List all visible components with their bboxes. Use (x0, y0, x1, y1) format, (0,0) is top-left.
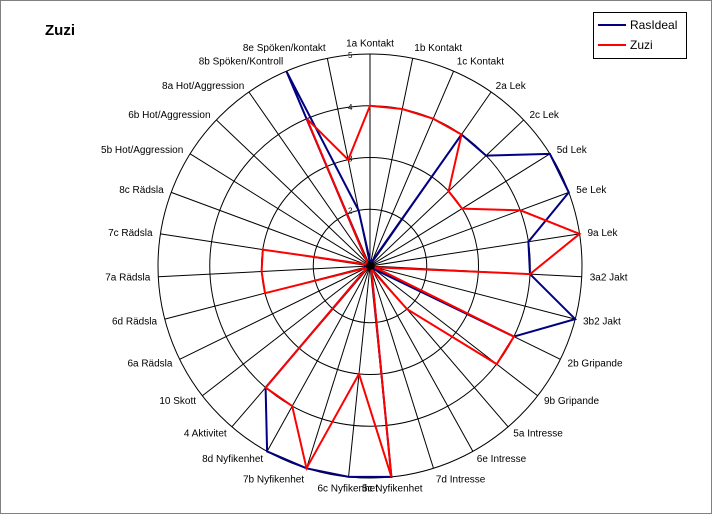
category-label-20: 10 Skott (159, 396, 196, 407)
spoke-26 (189, 153, 371, 267)
spoke-11 (369, 265, 538, 397)
tick-label-5: 5 (348, 51, 353, 60)
spoke-17 (306, 265, 371, 469)
category-label-22: 6d Rädsla (112, 317, 157, 328)
category-label-17: 7b Nyfikenhet (243, 474, 304, 485)
category-label-21: 6a Rädsla (127, 358, 172, 369)
category-label-10: 2b Gripande (568, 358, 623, 369)
category-label-13: 6e Intresse (477, 454, 527, 465)
category-label-11: 9b Gripande (544, 396, 599, 407)
category-label-29: 8b Spöken/Kontroll (199, 56, 284, 67)
category-label-5: 5d Lek (557, 145, 588, 156)
category-label-3: 2a Lek (496, 81, 527, 92)
category-label-14: 7d Intresse (436, 474, 486, 485)
spoke-4 (369, 119, 525, 267)
spoke-23 (158, 265, 371, 278)
category-label-24: 7c Rädsla (108, 228, 153, 239)
category-label-1: 1b Kontakt (414, 43, 462, 54)
tick-label-3: 3 (348, 155, 353, 164)
spoke-9 (369, 265, 576, 320)
spoke-18 (266, 265, 371, 452)
category-label-26: 5b Hot/Aggression (101, 145, 183, 156)
category-label-12: 5a Intresse (513, 428, 563, 439)
spoke-2 (369, 70, 455, 267)
category-label-16: 6c Nyfikenhet (317, 483, 378, 494)
category-label-19: 4 Aktivitet (184, 428, 227, 439)
category-label-27: 6b Hot/Aggression (128, 110, 210, 121)
category-label-30: 8e Spöken/kontakt (243, 43, 326, 54)
spoke-21 (179, 265, 371, 360)
spoke-1 (369, 58, 414, 267)
spoke-13 (369, 265, 474, 452)
spoke-27 (215, 119, 371, 267)
tick-label-4: 4 (348, 103, 353, 112)
category-label-8: 3a2 Jakt (590, 273, 628, 284)
category-label-15: 5c Nyfikenhet (362, 483, 423, 494)
spoke-20 (202, 265, 371, 397)
category-label-25: 8c Rädsla (119, 185, 164, 196)
category-label-18: 8d Nyfikenhet (202, 454, 263, 465)
legend-label-rasideal: RasIdeal (630, 18, 678, 32)
category-label-0: 1a Kontakt (346, 39, 394, 50)
chart-title: Zuzi (45, 22, 75, 39)
spoke-14 (369, 265, 434, 469)
category-label-6: 5e Lek (576, 185, 607, 196)
category-label-2: 1c Kontakt (457, 56, 504, 67)
legend-swatch-zuzi (598, 44, 626, 46)
spoke-6 (369, 191, 569, 267)
spoke-25 (171, 191, 371, 267)
legend-item-rasideal: RasIdeal (598, 17, 677, 33)
legend-item-zuzi: Zuzi (598, 37, 653, 53)
category-label-28: 8a Hot/Aggression (162, 81, 244, 92)
category-label-4: 2c Lek (529, 110, 559, 121)
category-label-7: 9a Lek (587, 228, 618, 239)
tick-label-2: 2 (348, 206, 353, 215)
spoke-28 (248, 91, 371, 267)
legend-swatch-rasideal (598, 24, 626, 26)
category-label-23: 7a Rädsla (105, 273, 150, 284)
legend-label-zuzi: Zuzi (630, 38, 653, 52)
spoke-7 (369, 233, 580, 267)
series-line-zuzi (260, 104, 582, 478)
chart-legend: RasIdeal Zuzi (593, 12, 687, 59)
category-label-9: 3b2 Jakt (583, 317, 621, 328)
spoke-5 (369, 153, 551, 267)
